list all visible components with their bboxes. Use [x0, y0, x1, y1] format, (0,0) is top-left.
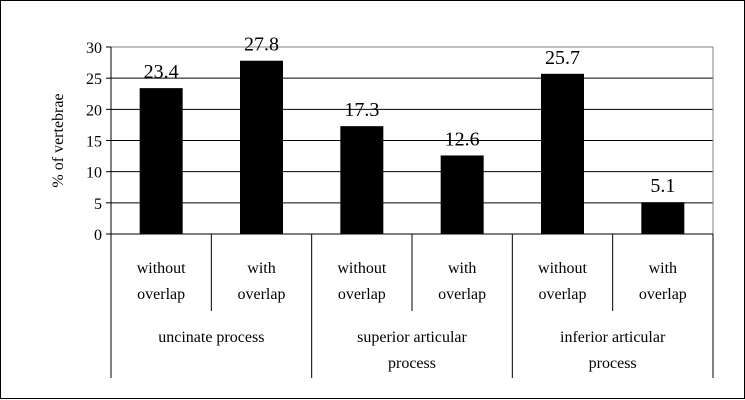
x-tick-label: overlap [137, 286, 185, 303]
data-label: 5.1 [650, 175, 675, 197]
group-label: superior articular [357, 329, 467, 346]
bar [440, 155, 484, 234]
y-tick-label: 25 [86, 71, 102, 88]
bar [541, 73, 584, 234]
y-tick-label: 0 [94, 227, 102, 244]
y-tick-label: 15 [86, 134, 102, 151]
y-tick-label: 20 [86, 102, 102, 119]
x-tick-label: overlap [338, 286, 386, 303]
bar [340, 126, 384, 234]
data-label: 12.6 [445, 128, 480, 150]
y-axis-label: % of vertebrae [50, 93, 67, 187]
group-label: process [589, 355, 637, 372]
data-label: 17.3 [344, 99, 379, 121]
y-tick-label: 10 [86, 165, 102, 182]
y-tick-label: 5 [94, 196, 102, 213]
group-label: process [388, 355, 436, 372]
x-tick-label: with [247, 260, 275, 277]
x-tick-label: overlap [438, 286, 486, 303]
x-tick-label: overlap [539, 286, 587, 303]
group-label: uncinate process [158, 329, 264, 346]
data-label: 27.8 [244, 34, 279, 56]
x-tick-label: overlap [639, 286, 687, 303]
x-tick-label: without [337, 260, 386, 277]
group-label: inferior articular [560, 329, 666, 346]
x-tick-label: overlap [238, 286, 286, 303]
data-label: 23.4 [144, 61, 179, 83]
x-tick-label: with [448, 260, 476, 277]
y-tick-label: 30 [86, 40, 102, 57]
data-label: 25.7 [545, 47, 580, 69]
x-tick-label: with [649, 260, 677, 277]
x-tick-label: without [137, 260, 186, 277]
x-tick-label: without [538, 260, 587, 277]
bar [641, 202, 685, 234]
bar [139, 88, 183, 234]
bar [240, 60, 283, 234]
